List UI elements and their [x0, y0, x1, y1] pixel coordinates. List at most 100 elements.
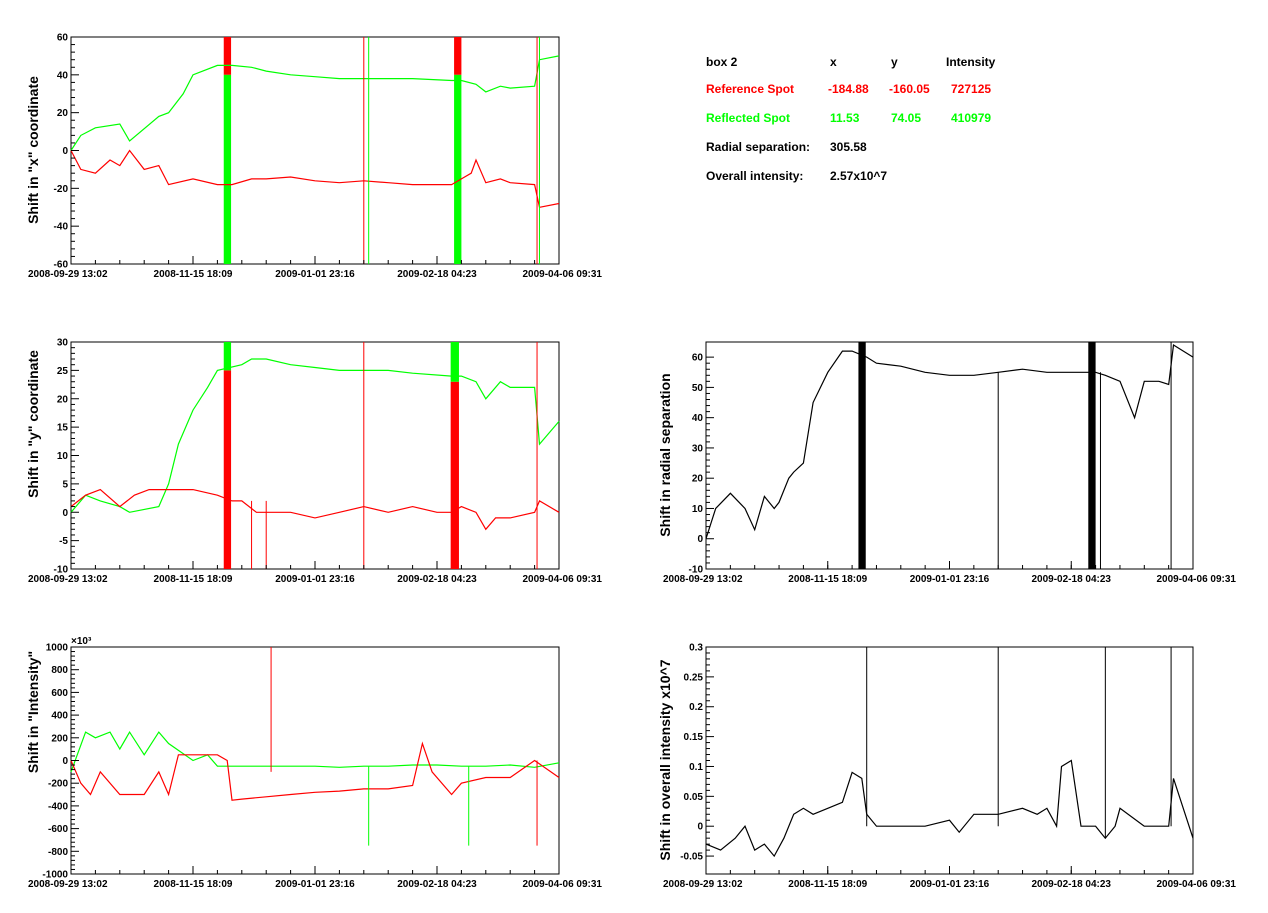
plot-frame	[70, 36, 560, 265]
x-tick-label: 2009-04-06 09:31	[522, 269, 602, 280]
x-tick-label: 2009-04-06 09:31	[522, 574, 602, 585]
y-tick-label: 200	[51, 733, 68, 744]
x-tick-label: 2009-02-18 04:23	[397, 879, 477, 890]
y-tick-label: 0.15	[684, 732, 704, 743]
y-tick-label: 60	[57, 33, 69, 44]
reflected-spot-label: Reflected Spot	[706, 111, 790, 125]
reflected-spot-y: 74.05	[891, 111, 921, 125]
y-tick-label: 800	[51, 665, 68, 676]
y-tick-label: 0	[697, 822, 703, 833]
series-line-1	[70, 741, 560, 801]
y-tick-label: 0	[62, 508, 68, 519]
x-tick-label: 2009-01-01 23:16	[275, 269, 355, 280]
reference-spot-y: -160.05	[889, 82, 930, 96]
y-tick-label: 25	[57, 366, 69, 377]
y-axis-title: Shift in "x" coordinate	[25, 76, 41, 224]
plot-frame	[70, 646, 560, 875]
series-line-0	[70, 55, 560, 151]
reference-spot-intensity: 727125	[951, 82, 991, 96]
series-line-1	[70, 488, 560, 531]
radial-separation-value: 305.58	[830, 140, 867, 154]
series-line-0	[705, 343, 1194, 539]
info-header-intensity: Intensity	[946, 55, 996, 69]
y-tick-label: 5	[62, 479, 68, 490]
x-tick-label: 2009-01-01 23:16	[910, 879, 990, 890]
y-tick-label: -20	[54, 184, 69, 195]
reflected-spot-x: 11.53	[830, 111, 860, 125]
series-line-0	[70, 730, 560, 773]
plot-frame	[705, 646, 1194, 875]
y-tick-label: 20	[57, 108, 69, 119]
data-band-1	[1088, 342, 1096, 569]
data-band-0	[223, 370, 232, 569]
data-band-1	[223, 74, 232, 264]
y-tick-label: 600	[51, 688, 68, 699]
y-tick-label: 15	[57, 423, 69, 434]
x-tick-label: 2008-09-29 13:02	[28, 879, 108, 890]
x-tick-label: 2008-11-15 18:09	[154, 269, 233, 280]
x-tick-label: 2009-04-06 09:31	[1156, 879, 1236, 890]
overall-intensity-label: Overall intensity:	[706, 169, 803, 183]
series-line-0	[705, 759, 1194, 858]
x-tick-label: 2009-01-01 23:16	[910, 574, 990, 585]
panel-x-shift: -60 -40 -20 0 20 40 60 2008-09-29 13:02 2008-11-…	[25, 33, 602, 281]
y-tick-label: 20	[692, 474, 704, 485]
y-tick-label: 10	[692, 504, 704, 515]
y-axis-title: Shift in "y" coordinate	[25, 350, 41, 498]
panel-intensity-shift: -1000 -800 -600 -400 -200 0 200 400 600 800 1000 20…	[25, 636, 602, 890]
y-tick-label: -10	[54, 565, 69, 576]
x-tick-label: 2009-02-18 04:23	[397, 574, 477, 585]
x-tick-label: 2009-02-18 04:23	[1031, 879, 1111, 890]
y-tick-label: 20	[57, 394, 69, 405]
data-band-1	[223, 342, 232, 371]
y-exponent-label: ×10³	[71, 636, 92, 647]
data-band-3	[454, 74, 462, 264]
series-line-0	[70, 358, 560, 513]
data-band-3	[450, 342, 459, 382]
info-header-y: y	[891, 55, 898, 69]
y-tick-label: -600	[48, 824, 68, 835]
data-band-0	[858, 342, 866, 569]
radial-separation-label: Radial separation:	[706, 140, 810, 154]
y-tick-label: 1000	[46, 643, 69, 654]
y-tick-label: 30	[692, 443, 704, 454]
x-tick-label: 2008-09-29 13:02	[28, 269, 108, 280]
panel-radial-shift: -10 0 10 20 30 40 50 60 2008-09-29 13:02 2008-11-…	[657, 341, 1236, 585]
overall-intensity-value: 2.57x10^7	[830, 169, 887, 183]
series-line-1	[70, 149, 560, 209]
y-tick-label: -40	[54, 222, 69, 233]
y-tick-label: -200	[48, 779, 68, 790]
y-tick-label: -5	[59, 536, 68, 547]
y-tick-label: 40	[57, 70, 69, 81]
y-tick-label: 400	[51, 711, 68, 722]
y-tick-label: -0.05	[680, 852, 703, 863]
y-tick-label: 30	[57, 338, 69, 349]
y-axis-title: Shift in "Intensity"	[25, 651, 41, 773]
y-axis-title: Shift in overall intensity x10^7	[657, 659, 673, 860]
x-tick-label: 2009-02-18 04:23	[397, 269, 477, 280]
x-tick-label: 2009-04-06 09:31	[522, 879, 602, 890]
y-tick-label: 0	[697, 534, 703, 545]
y-tick-label: 0.25	[684, 672, 704, 683]
y-tick-label: -10	[689, 565, 704, 576]
x-tick-label: 2008-09-29 13:02	[663, 574, 743, 585]
reflected-spot-intensity: 410979	[951, 111, 991, 125]
y-tick-label: 0.05	[684, 792, 704, 803]
y-tick-label: 0	[62, 146, 68, 157]
data-band-2	[450, 381, 459, 569]
y-tick-label: -60	[54, 260, 69, 271]
x-tick-label: 2009-01-01 23:16	[275, 574, 355, 585]
y-axis-title: Shift in radial separation	[657, 373, 673, 536]
info-header-box: box 2	[706, 55, 738, 69]
y-tick-label: 0.1	[689, 762, 703, 773]
x-tick-label: 2008-11-15 18:09	[788, 574, 867, 585]
info-box: box 2 x y Intensity Reference Spot -184.…	[706, 55, 996, 183]
y-tick-label: 0	[62, 756, 68, 767]
x-tick-label: 2008-09-29 13:02	[28, 574, 108, 585]
y-tick-label: 0.2	[689, 702, 703, 713]
y-tick-label: -400	[48, 801, 68, 812]
x-tick-label: 2009-01-01 23:16	[275, 879, 355, 890]
info-header-x: x	[830, 55, 837, 69]
